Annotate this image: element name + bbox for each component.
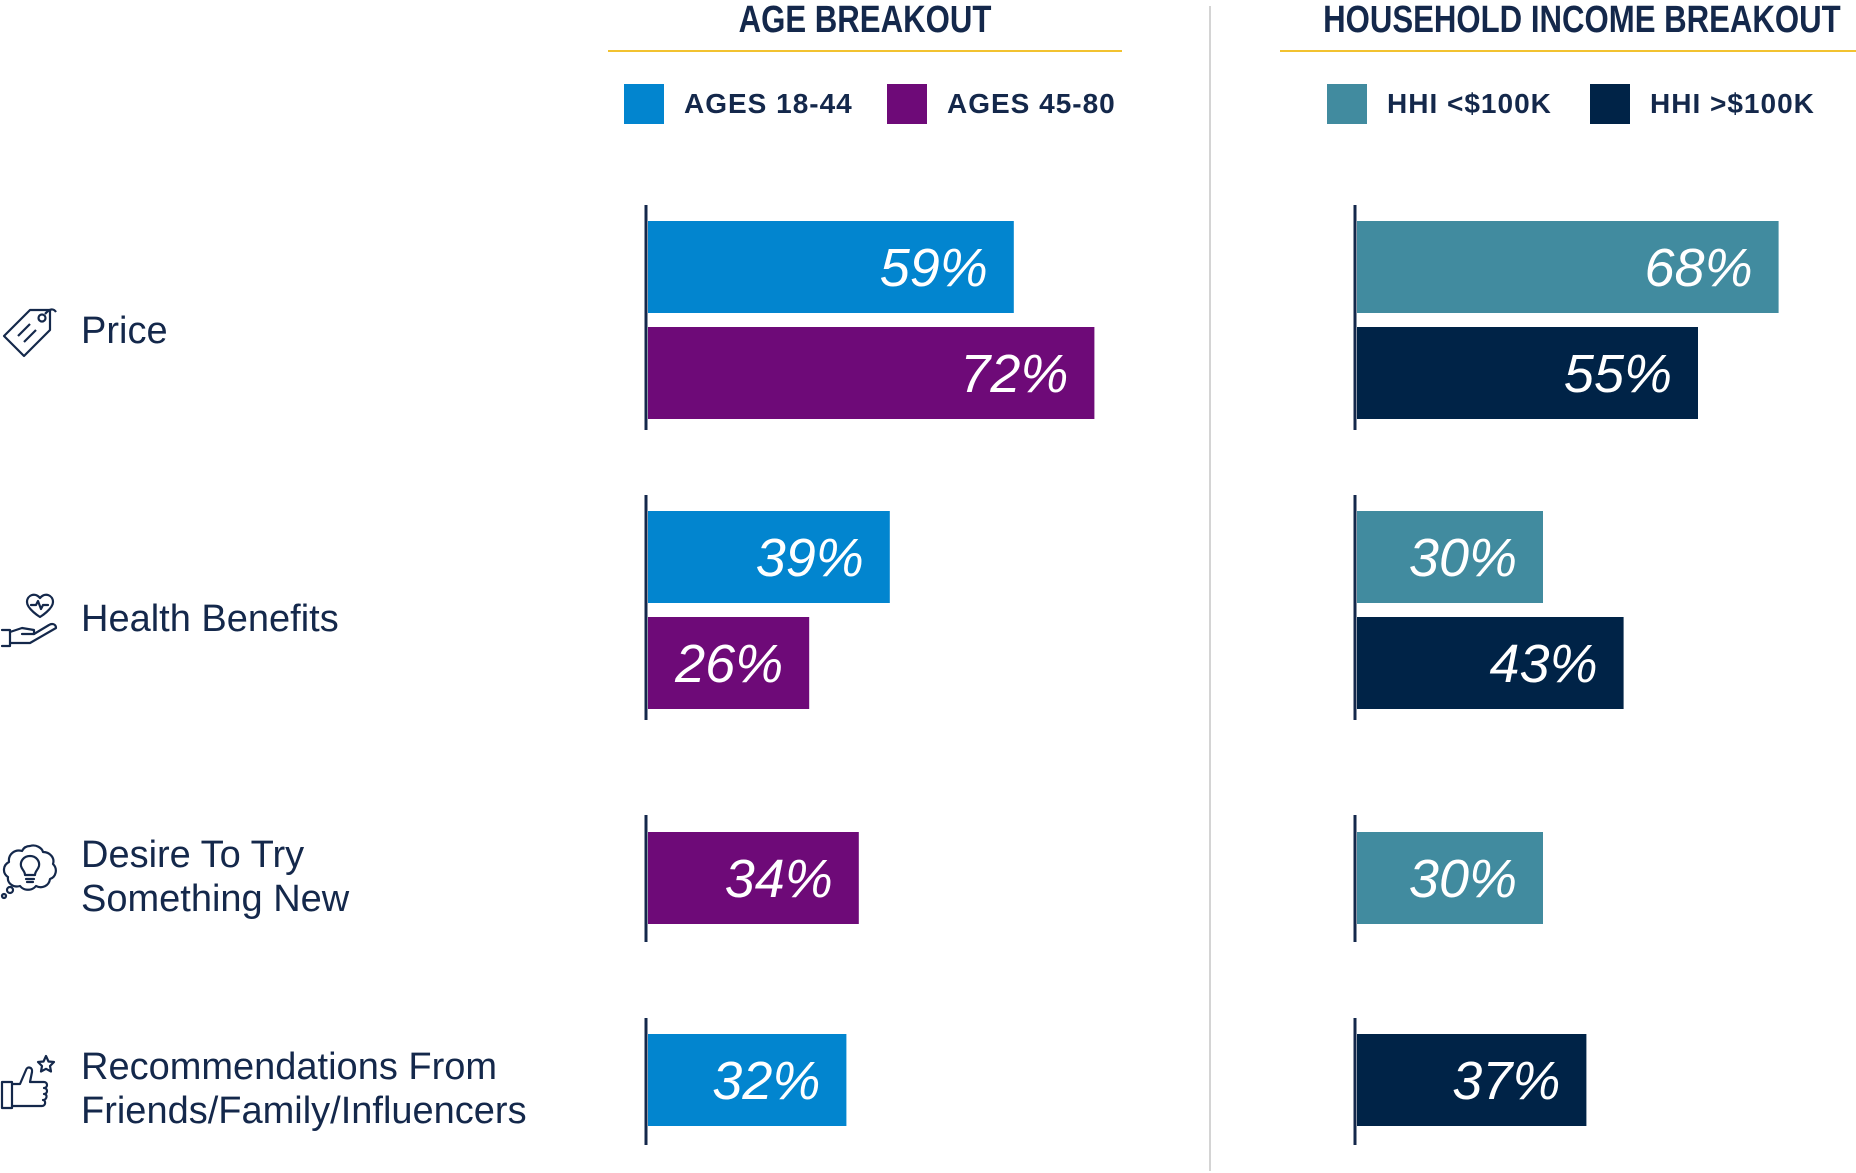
income-breakout-title-rule bbox=[1280, 50, 1856, 52]
age-bar-label-row-1-series-2: 72% bbox=[960, 344, 1068, 404]
age-bar-row-2-series-2 bbox=[648, 617, 810, 709]
income-bar-label-row-1-series-1: 68% bbox=[1645, 238, 1753, 298]
income-breakout-title: HOUSEHOLD INCOME BREAKOUT bbox=[1323, 0, 1841, 41]
legend-swatch-ages-45-80 bbox=[887, 84, 927, 124]
thumbs-up-star-icon bbox=[0, 1054, 56, 1110]
row-label-price: Price bbox=[81, 309, 168, 353]
legend-swatch-hhi-over-100k bbox=[1590, 84, 1630, 124]
row-label-desire-to-try-line-1: Desire To Try bbox=[81, 834, 305, 876]
age-bar-row-1-series-1 bbox=[648, 221, 1014, 313]
age-bar-row-4-series-1 bbox=[648, 1034, 847, 1126]
row-label-health-benefits: Health Benefits bbox=[81, 597, 339, 641]
legend-label-hhi-over-100k: HHI >$100K bbox=[1650, 88, 1815, 119]
age-bar-label-row-3-series-2: 34% bbox=[725, 849, 833, 909]
income-bar-row-4-series-2 bbox=[1357, 1034, 1587, 1126]
age-bar-row-2-series-1 bbox=[648, 511, 890, 603]
price-tag-icon bbox=[2, 308, 57, 358]
lightbulb-thought-icon bbox=[0, 844, 57, 900]
income-bar-label-row-3-series-1: 30% bbox=[1409, 849, 1517, 909]
age-breakout-title-rule bbox=[608, 50, 1122, 52]
income-bar-row-3-series-1 bbox=[1357, 832, 1543, 924]
income-bar-row-2-series-2 bbox=[1357, 617, 1624, 709]
age-breakout-title: AGE BREAKOUT bbox=[738, 0, 992, 41]
income-bar-label-row-1-series-2: 55% bbox=[1564, 344, 1672, 404]
row-label-health-benefits-line-1: Health Benefits bbox=[81, 598, 339, 640]
age-bar-label-row-4-series-1: 32% bbox=[712, 1051, 820, 1111]
row-label-recommendations: Recommendations From Friends/Family/Infl… bbox=[81, 1045, 527, 1133]
legend-label-ages-18-44: AGES 18-44 bbox=[684, 88, 853, 119]
row-label-desire-to-try: Desire To Try Something New bbox=[81, 833, 349, 921]
age-bar-label-row-1-series-1: 59% bbox=[880, 238, 988, 298]
legend-label-hhi-under-100k: HHI <$100K bbox=[1387, 88, 1552, 119]
row-label-desire-to-try-line-2: Something New bbox=[81, 878, 350, 920]
income-bar-label-row-2-series-1: 30% bbox=[1409, 528, 1517, 588]
income-bar-label-row-2-series-2: 43% bbox=[1490, 634, 1598, 694]
row-label-price-line-1: Price bbox=[81, 310, 168, 352]
income-bar-row-1-series-2 bbox=[1357, 327, 1698, 419]
age-bar-row-1-series-2 bbox=[648, 327, 1095, 419]
age-bar-label-row-2-series-2: 26% bbox=[674, 634, 783, 694]
row-label-recommendations-line-1: Recommendations From bbox=[81, 1046, 498, 1088]
panel-divider bbox=[1209, 6, 1211, 1171]
legend-label-ages-45-80: AGES 45-80 bbox=[947, 88, 1116, 119]
age-bar-row-3-series-2 bbox=[648, 832, 859, 924]
age-bar-label-row-2-series-1: 39% bbox=[756, 528, 864, 588]
row-label-recommendations-line-2: Friends/Family/Influencers bbox=[81, 1090, 527, 1132]
legend-swatch-ages-18-44 bbox=[624, 84, 664, 124]
income-bar-row-1-series-1 bbox=[1357, 221, 1779, 313]
income-bar-row-2-series-1 bbox=[1357, 511, 1543, 603]
heart-hand-icon bbox=[0, 593, 58, 648]
income-bar-label-row-4-series-2: 37% bbox=[1452, 1051, 1560, 1111]
legend-swatch-hhi-under-100k bbox=[1327, 84, 1367, 124]
